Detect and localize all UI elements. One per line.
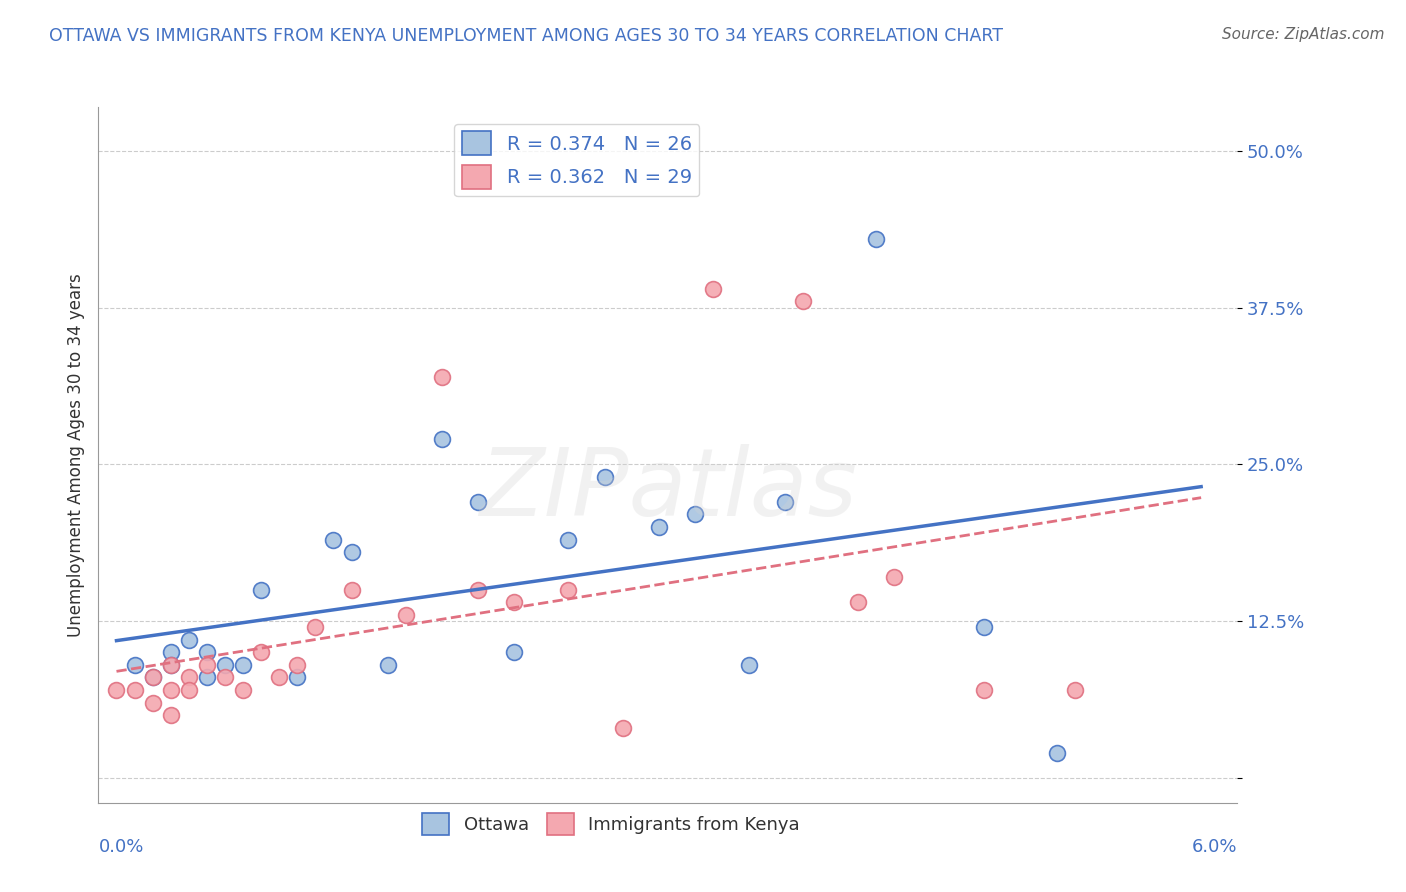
- Point: [250, 582, 273, 597]
- Point: [322, 533, 344, 547]
- Point: [340, 545, 363, 559]
- Point: [159, 683, 181, 698]
- Point: [159, 657, 181, 672]
- Point: [214, 657, 236, 672]
- Point: [612, 721, 634, 735]
- Point: [195, 657, 218, 672]
- Text: Source: ZipAtlas.com: Source: ZipAtlas.com: [1222, 27, 1385, 42]
- Point: [973, 620, 995, 634]
- Text: OTTAWA VS IMMIGRANTS FROM KENYA UNEMPLOYMENT AMONG AGES 30 TO 34 YEARS CORRELATI: OTTAWA VS IMMIGRANTS FROM KENYA UNEMPLOY…: [49, 27, 1004, 45]
- Point: [250, 645, 273, 659]
- Point: [195, 645, 218, 659]
- Text: 6.0%: 6.0%: [1192, 838, 1237, 856]
- Point: [702, 282, 724, 296]
- Point: [395, 607, 418, 622]
- Point: [159, 708, 181, 723]
- Y-axis label: Unemployment Among Ages 30 to 34 years: Unemployment Among Ages 30 to 34 years: [66, 273, 84, 637]
- Point: [177, 632, 200, 647]
- Point: [467, 495, 489, 509]
- Point: [503, 645, 526, 659]
- Point: [142, 670, 165, 684]
- Point: [340, 582, 363, 597]
- Point: [883, 570, 905, 584]
- Point: [377, 657, 399, 672]
- Legend: Ottawa, Immigrants from Kenya: Ottawa, Immigrants from Kenya: [415, 806, 807, 842]
- Point: [214, 670, 236, 684]
- Point: [177, 683, 200, 698]
- Point: [124, 683, 146, 698]
- Point: [1063, 683, 1085, 698]
- Point: [285, 657, 308, 672]
- Point: [430, 369, 453, 384]
- Point: [142, 696, 165, 710]
- Point: [648, 520, 671, 534]
- Point: [593, 470, 616, 484]
- Point: [232, 683, 254, 698]
- Point: [503, 595, 526, 609]
- Point: [177, 670, 200, 684]
- Point: [159, 645, 181, 659]
- Point: [142, 670, 165, 684]
- Text: 0.0%: 0.0%: [98, 838, 143, 856]
- Point: [467, 582, 489, 597]
- Point: [557, 582, 579, 597]
- Point: [846, 595, 869, 609]
- Point: [285, 670, 308, 684]
- Point: [775, 495, 797, 509]
- Point: [124, 657, 146, 672]
- Point: [792, 294, 814, 309]
- Point: [865, 232, 887, 246]
- Point: [159, 657, 181, 672]
- Point: [1045, 746, 1067, 760]
- Point: [738, 657, 761, 672]
- Point: [683, 508, 706, 522]
- Point: [557, 533, 579, 547]
- Point: [232, 657, 254, 672]
- Point: [430, 432, 453, 446]
- Point: [269, 670, 291, 684]
- Point: [973, 683, 995, 698]
- Point: [195, 670, 218, 684]
- Text: ZIPatlas: ZIPatlas: [479, 444, 856, 535]
- Point: [304, 620, 326, 634]
- Point: [105, 683, 128, 698]
